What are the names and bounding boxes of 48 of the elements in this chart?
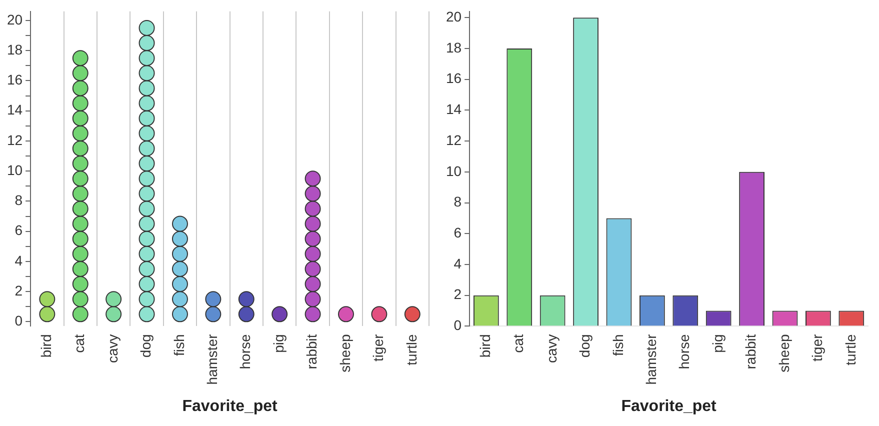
x-tick-label: horse — [676, 334, 692, 370]
x-tick-label: hamster — [204, 334, 220, 385]
x-tick-label: cat — [510, 334, 526, 353]
y-tick-label: 14 — [6, 102, 23, 118]
x-tick-label: sheep — [336, 334, 353, 372]
x-tick-label: bird — [477, 334, 494, 358]
y-tick-label: 18 — [6, 41, 23, 58]
x-tick-label: sheep — [776, 334, 792, 372]
x-tick-label: dog — [138, 334, 154, 358]
y-tick-label: 12 — [446, 132, 462, 148]
y-tick-label: 6 — [14, 222, 23, 238]
y-tick-label: 6 — [454, 224, 462, 240]
x-tick-label: fish — [610, 334, 626, 356]
y-tick-label: 20 — [446, 8, 462, 24]
y-tick-label: 12 — [6, 132, 23, 148]
y-tick-label: 4 — [454, 255, 462, 272]
y-tick-label: 2 — [14, 282, 23, 298]
y-tick-label: 14 — [446, 101, 462, 118]
x-axis-title: Favorite_pet — [182, 398, 278, 415]
x-tick-label: cat — [71, 334, 88, 353]
y-tick-label: 16 — [446, 70, 462, 86]
y-tick-label: 20 — [6, 11, 23, 28]
y-tick-label: 16 — [6, 72, 23, 88]
y-tick-label: 8 — [14, 192, 23, 208]
x-tick-label: pig — [709, 334, 726, 353]
x-tick-label: tiger — [809, 334, 826, 362]
x-tick-label: cavy — [104, 334, 120, 364]
y-tick-label: 10 — [6, 162, 23, 178]
y-tick-label: 0 — [454, 317, 462, 334]
x-tick-label: rabbit — [304, 334, 320, 370]
x-tick-label: dog — [576, 334, 593, 358]
x-tick-label: horse — [237, 334, 254, 370]
x-tick-label: turtle — [842, 334, 858, 366]
y-tick-label: 4 — [14, 252, 23, 268]
y-tick-label: 8 — [454, 194, 462, 210]
y-tick-label: 18 — [446, 39, 462, 56]
x-tick-label: hamster — [643, 334, 660, 385]
x-axis-title: Favorite_pet — [621, 398, 718, 415]
x-tick-label: turtle — [403, 334, 420, 366]
x-tick-label: pig — [270, 334, 286, 353]
x-tick-label: cavy — [543, 334, 560, 364]
y-tick-label: 10 — [446, 162, 462, 179]
y-tick-label: 2 — [454, 286, 462, 302]
y-tick-label: 0 — [14, 312, 23, 329]
x-tick-label: rabbit — [742, 334, 759, 370]
x-tick-label: fish — [170, 334, 187, 356]
x-tick-label: tiger — [370, 334, 386, 362]
x-tick-label: bird — [38, 334, 54, 358]
